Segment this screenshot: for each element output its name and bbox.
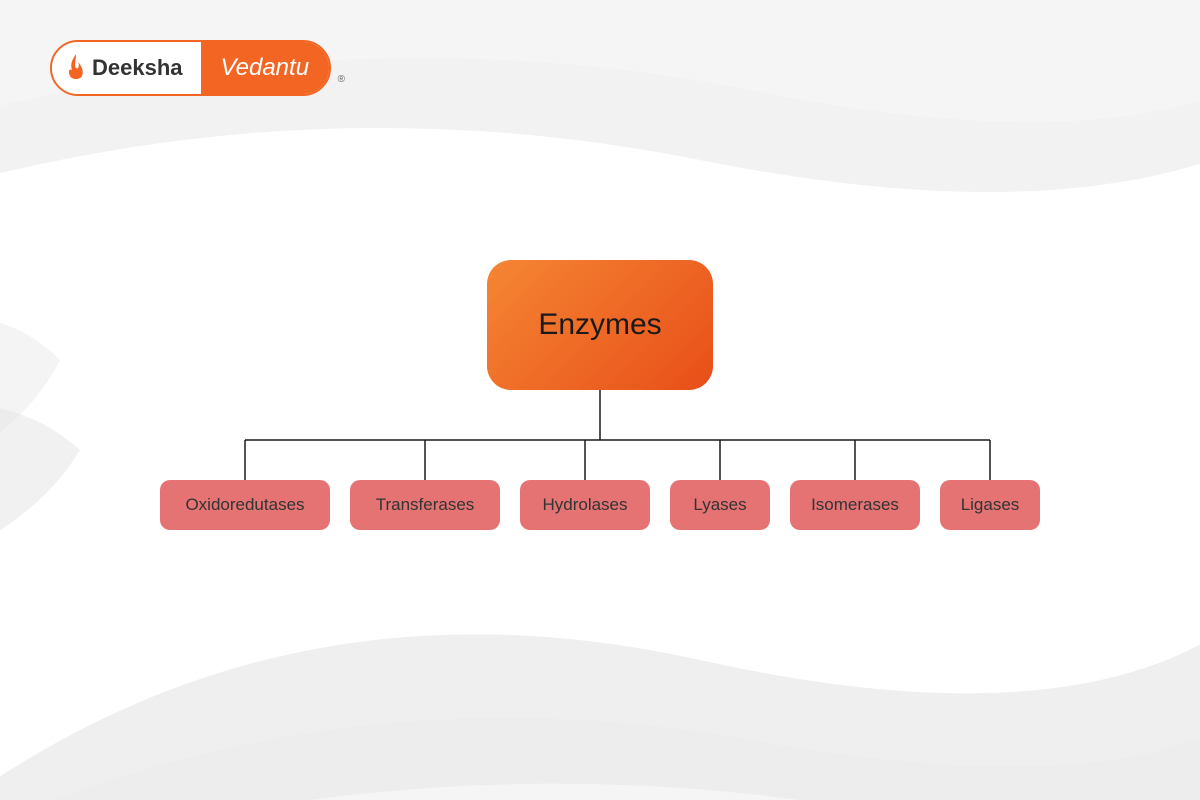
child-node-oxidoredutases: Oxidoredutases <box>160 480 330 530</box>
trademark-symbol: ® <box>338 74 345 85</box>
child-node-transferases: Transferases <box>350 480 500 530</box>
logo-pill: Deeksha Vedantu <box>50 40 331 96</box>
child-node-ligases: Ligases <box>940 480 1040 530</box>
logo-right-section: Vedantu <box>201 42 330 94</box>
flame-icon <box>66 54 86 82</box>
child-node-lyases: Lyases <box>670 480 770 530</box>
child-node-isomerases: Isomerases <box>790 480 920 530</box>
logo-deeksha-text: Deeksha <box>92 55 183 81</box>
logo-vedantu-text: Vedantu <box>221 54 310 82</box>
enzyme-tree-diagram: Enzymes Oxidoredutases Transferases Hydrola… <box>0 0 1200 800</box>
logo-left-section: Deeksha <box>52 42 201 94</box>
child-node-hydrolases: Hydrolases <box>520 480 650 530</box>
brand-logo: Deeksha Vedantu ® <box>50 40 331 96</box>
root-node-enzymes: Enzymes <box>487 260 713 390</box>
